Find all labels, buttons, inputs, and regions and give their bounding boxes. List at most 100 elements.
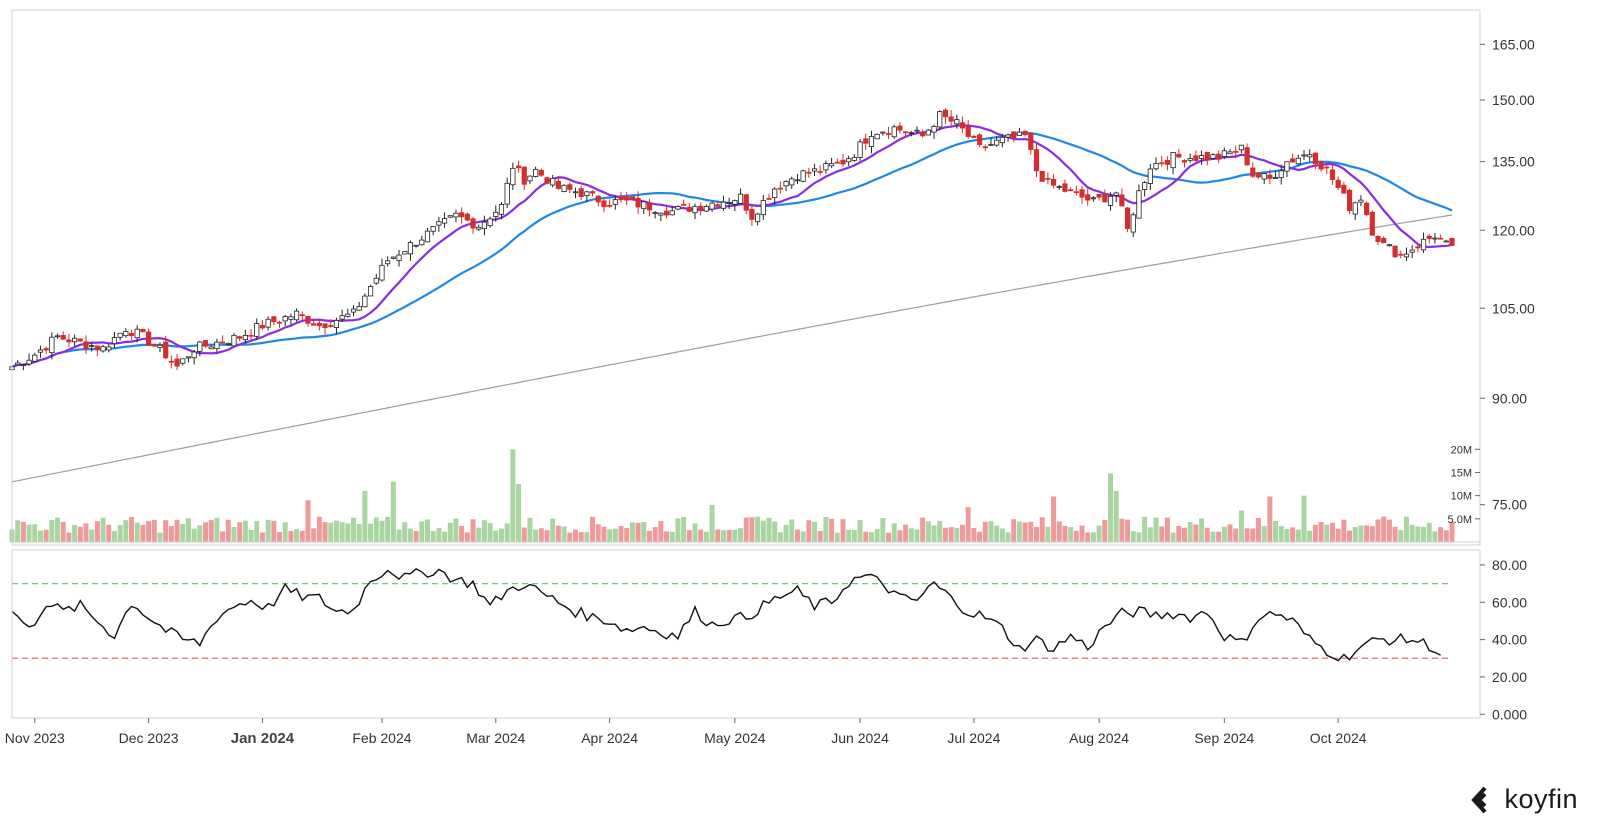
candle-body [255,324,259,337]
x-tick-label: Mar 2024 [466,730,525,746]
volume-bar [1165,518,1170,542]
volume-bar [1080,526,1085,542]
volume-bar [664,531,669,542]
x-tick-label: Nov 2023 [5,730,65,746]
volume-bar [863,532,868,542]
volume-bar [493,531,498,542]
volume-bar [1159,526,1164,542]
candle-body [1012,132,1016,138]
candle-body [1160,163,1164,164]
candle-body [807,172,811,173]
candle-body [1199,156,1203,159]
candle-body [1347,190,1351,210]
candle-body [112,338,116,344]
volume-bar [1233,528,1238,542]
candle-body [1171,152,1175,167]
rsi-layer [12,569,1452,661]
volume-bar [368,524,373,542]
volume-bar [1381,517,1386,542]
volume-bar [704,532,709,542]
candle-body [380,265,384,280]
volume-bar [1256,518,1261,542]
volume-bar [1376,519,1381,542]
volume-bar [402,522,407,542]
candle-body [744,195,748,211]
volume-bar [27,525,32,542]
candle-body [1091,198,1095,199]
volume-bar [835,533,840,542]
volume-bar [823,517,828,542]
volume-tick-label: 20M [1451,444,1472,456]
candle-body [846,159,850,162]
candle-body [368,286,372,295]
candle-body [898,126,902,130]
candle-body [1251,168,1255,176]
candle-body [1319,162,1323,169]
candle-body [636,198,640,207]
volume-bar [1062,526,1067,542]
candle-body [1194,156,1198,161]
rsi-line [12,569,1441,661]
candle-body [698,206,702,210]
candle-body [334,320,338,327]
ma-fast-layer [12,125,1452,367]
volume-bar [499,529,504,542]
volume-bar [488,523,493,542]
candle-body [283,317,287,321]
volume-bar [1313,525,1318,542]
volume-bar [715,529,720,542]
volume-bar [744,518,749,542]
volume-bar [937,521,942,542]
candle-body [33,355,37,361]
candle-body [454,213,458,217]
volume-bar [1011,519,1016,542]
volume-bar [44,530,49,542]
volume-bar [1148,527,1153,542]
rsi-tick-label: 60.00 [1492,594,1527,610]
volume-bar [630,522,635,542]
candle-body [602,201,606,207]
candles-layer [10,108,1454,376]
candle-body [818,171,822,172]
volume-bar [681,517,686,542]
candle-body [1029,133,1033,149]
ma-mid-line [12,133,1452,367]
candle-body [710,203,714,209]
candle-body [1296,158,1300,164]
volume-bar [414,531,419,542]
candle-body [420,240,424,245]
volume-bar [795,530,800,542]
candle-body [1404,254,1408,257]
volume-bar [1239,510,1244,542]
candle-body [198,342,202,351]
volume-bar [505,523,510,542]
volume-bar [869,532,874,542]
candle-body [1228,152,1232,154]
volume-bar [510,449,515,542]
candle-body [1370,212,1374,235]
candle-body [607,205,611,206]
volume-bar [1210,532,1215,542]
candle-body [1205,152,1209,160]
volume-bar [288,531,293,542]
candle-body [778,188,782,189]
volume-bar [903,525,908,542]
candle-body [1450,238,1454,245]
volume-bar [254,521,259,542]
candle-body [1222,151,1226,157]
candle-body [755,214,759,222]
candle-body [397,255,401,260]
candle-body [169,361,173,362]
volume-bar [1028,522,1033,542]
volume-bar [539,528,544,542]
volume-bar [192,529,197,542]
volume-bar [1432,531,1437,542]
candle-body [67,340,71,342]
candle-body [761,201,765,215]
candle-body [1268,175,1272,178]
volume-bar [180,524,185,542]
candle-body [425,231,429,242]
candle-body [272,317,276,322]
candle-body [727,202,731,203]
